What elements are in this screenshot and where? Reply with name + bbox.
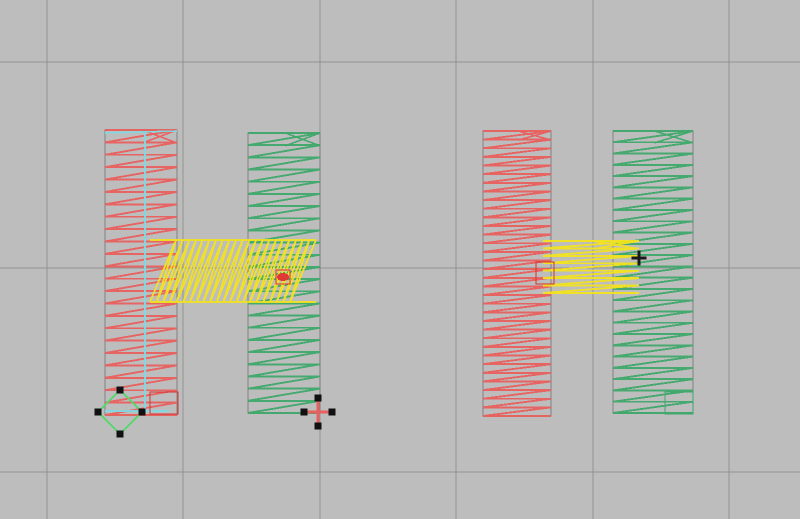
toolpath-lead-left-green-leg bbox=[285, 132, 321, 147]
toolpath-right-red-leg[interactable] bbox=[482, 130, 552, 417]
toolpath-right-green-leg[interactable] bbox=[612, 130, 694, 414]
part-tab-left bbox=[149, 391, 179, 415]
lead-in-contour bbox=[104, 130, 178, 412]
rotate-gizmo-handle-2[interactable] bbox=[116, 430, 124, 438]
toolpath-lead-right-red-leg bbox=[518, 130, 552, 141]
move-gizmo[interactable] bbox=[300, 394, 336, 430]
origin-marker[interactable] bbox=[275, 269, 291, 285]
part-tab-right-web bbox=[535, 261, 555, 285]
rotate-gizmo-handle-1[interactable] bbox=[138, 408, 146, 416]
rotate-gizmo[interactable] bbox=[94, 386, 146, 438]
crosshair-cursor bbox=[631, 250, 647, 266]
overlay-layer[interactable] bbox=[94, 250, 647, 438]
rotate-gizmo-handle-3[interactable] bbox=[94, 408, 102, 416]
toolpath-passes-right-yellow-web bbox=[542, 240, 640, 294]
toolpath-right-yellow-web[interactable] bbox=[542, 240, 640, 294]
toolpath-lead-right-yellow-web bbox=[592, 240, 640, 250]
move-gizmo-handle-1[interactable] bbox=[328, 408, 336, 416]
toolpath-passes-right-green-leg bbox=[612, 130, 694, 414]
toolpath-lead-right-green-leg bbox=[654, 130, 694, 144]
move-gizmo-handle-3[interactable] bbox=[300, 408, 308, 416]
origin-marker-dot bbox=[277, 273, 289, 281]
toolpath-left-red-leg[interactable] bbox=[104, 129, 178, 416]
rotate-gizmo-handle-0[interactable] bbox=[116, 386, 124, 394]
move-gizmo-handle-0[interactable] bbox=[314, 394, 322, 402]
part-tab-right bbox=[664, 391, 694, 415]
origin-marker-box bbox=[275, 269, 291, 285]
lead-in-path bbox=[104, 130, 178, 412]
toolpath-passes-left-red-leg bbox=[104, 129, 178, 416]
toolpath-left-yellow-web[interactable] bbox=[149, 239, 317, 303]
move-gizmo-handle-2[interactable] bbox=[314, 422, 322, 430]
toolpath-passes-right-red-leg bbox=[482, 130, 552, 417]
